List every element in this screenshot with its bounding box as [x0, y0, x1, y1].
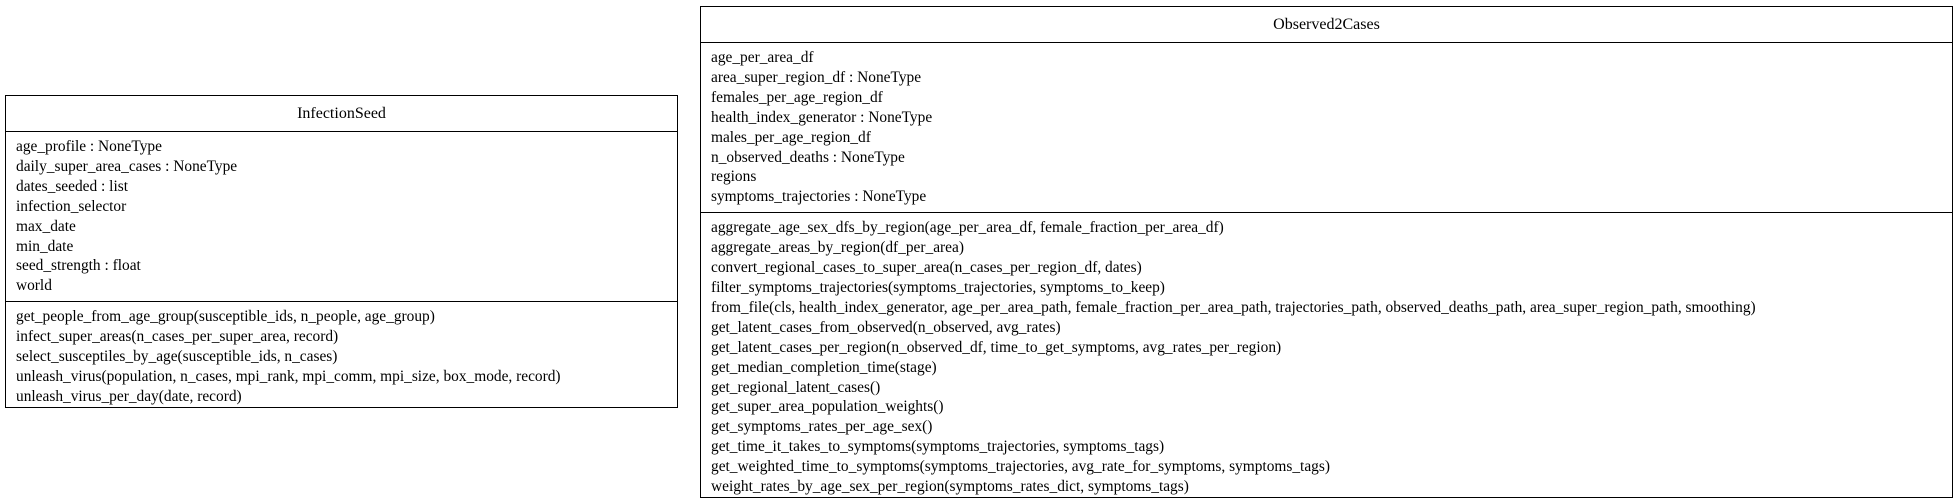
- attribute: min_date: [16, 237, 74, 255]
- method: get_latent_cases_per_region(n_observed_d…: [711, 338, 1282, 356]
- attribute: n_observed_deaths : NoneType: [711, 148, 905, 166]
- method: aggregate_age_sex_dfs_by_region(age_per_…: [711, 219, 1224, 237]
- class-box-infection-seed: InfectionSeed age_profile : NoneType dai…: [5, 95, 678, 408]
- method: weight_rates_by_age_sex_per_region(sympt…: [711, 478, 1189, 496]
- attribute: seed_strength : float: [16, 257, 141, 275]
- attribute: world: [16, 277, 52, 295]
- methods-section: aggregate_age_sex_dfs_by_region(age_per_…: [701, 212, 1952, 502]
- method: select_susceptiles_by_age(susceptible_id…: [16, 348, 338, 366]
- attribute: daily_super_area_cases : NoneType: [16, 157, 238, 175]
- attribute: infection_selector: [16, 197, 127, 215]
- attribute: health_index_generator : NoneType: [711, 108, 933, 126]
- method: infect_super_areas(n_cases_per_super_are…: [16, 328, 339, 346]
- attribute: age_per_area_df: [711, 49, 814, 66]
- method: convert_regional_cases_to_super_area(n_c…: [711, 259, 1142, 277]
- attributes-section: age_per_area_df area_super_region_df : N…: [701, 43, 1952, 212]
- method: get_regional_latent_cases(): [711, 378, 881, 396]
- attribute: symptoms_trajectories : NoneType: [711, 188, 927, 206]
- class-name: InfectionSeed: [6, 96, 677, 132]
- attribute: dates_seeded : list: [16, 177, 128, 195]
- class-box-observed2cases: Observed2Cases age_per_area_df area_supe…: [700, 6, 1953, 498]
- attribute: age_profile : NoneType: [16, 138, 162, 155]
- method: get_super_area_population_weights(): [711, 398, 944, 416]
- method: get_median_completion_time(stage): [711, 358, 937, 376]
- class-name: Observed2Cases: [701, 7, 1952, 43]
- attribute: max_date: [16, 217, 76, 235]
- method: aggregate_areas_by_region(df_per_area): [711, 239, 964, 257]
- method: get_people_from_age_group(susceptible_id…: [16, 308, 435, 326]
- attribute: males_per_age_region_df: [711, 128, 871, 146]
- method: filter_symptoms_trajectories(symptoms_tr…: [711, 278, 1165, 296]
- method: get_weighted_time_to_symptoms(symptoms_t…: [711, 458, 1330, 476]
- method: get_latent_cases_from_observed(n_observe…: [711, 318, 1061, 336]
- attributes-section: age_profile : NoneType daily_super_area_…: [6, 132, 677, 301]
- methods-section: get_people_from_age_group(susceptible_id…: [6, 301, 677, 412]
- method: get_time_it_takes_to_symptoms(symptoms_t…: [711, 438, 1165, 456]
- method: unleash_virus_per_day(date, record): [16, 387, 242, 405]
- method: unleash_virus(population, n_cases, mpi_r…: [16, 367, 561, 385]
- attribute: area_super_region_df : NoneType: [711, 68, 922, 86]
- attribute: females_per_age_region_df: [711, 88, 883, 106]
- method: from_file(cls, health_index_generator, a…: [711, 298, 1756, 316]
- attribute: regions: [711, 168, 757, 186]
- method: get_symptoms_rates_per_age_sex(): [711, 418, 933, 436]
